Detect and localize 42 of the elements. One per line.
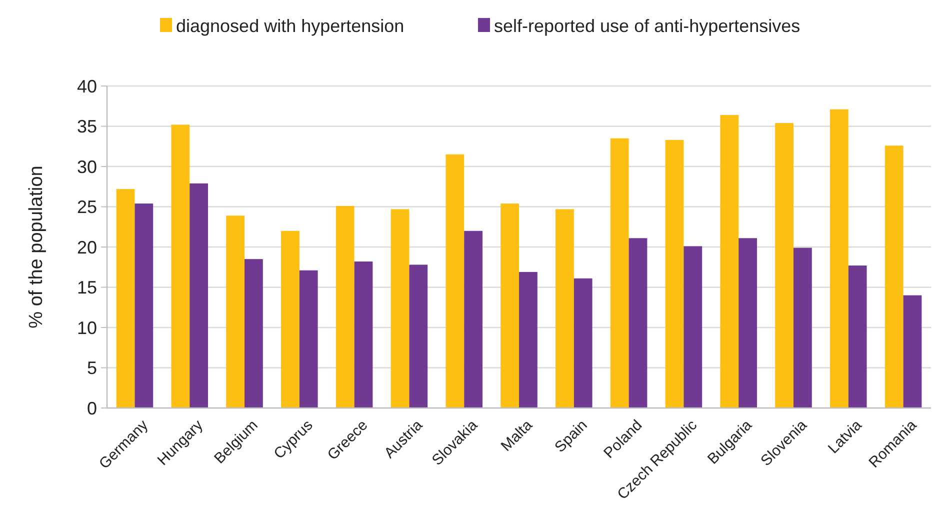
bar xyxy=(500,204,519,408)
y-tick-label: 15 xyxy=(76,278,97,298)
bar xyxy=(720,114,739,408)
bar xyxy=(354,261,373,408)
y-axis-title: % of the population xyxy=(26,166,47,328)
bar xyxy=(190,183,208,408)
y-tick-label: 30 xyxy=(76,156,97,177)
y-tick-label: 5 xyxy=(86,358,97,378)
y-tick-label: 0 xyxy=(86,398,97,418)
bar xyxy=(390,209,410,408)
bar xyxy=(464,230,482,408)
bar xyxy=(775,123,794,408)
bar xyxy=(519,272,538,408)
bar xyxy=(171,124,190,408)
bar xyxy=(299,270,318,408)
bar xyxy=(281,230,300,408)
bar xyxy=(134,204,154,408)
bar xyxy=(446,154,464,408)
y-tick-label: 40 xyxy=(76,76,97,96)
legend-label: self-reported use of anti-hypertensives xyxy=(494,16,800,36)
bar xyxy=(409,264,428,408)
bar xyxy=(610,138,629,408)
bar xyxy=(848,266,867,408)
bar xyxy=(556,209,574,408)
bar xyxy=(226,216,245,408)
bar xyxy=(884,146,904,408)
bar xyxy=(628,238,648,408)
bar xyxy=(793,248,812,408)
y-tick-label: 20 xyxy=(76,237,97,258)
y-tick-label: 25 xyxy=(76,197,97,218)
bar xyxy=(116,189,135,408)
bar xyxy=(244,259,263,408)
bar xyxy=(903,295,922,408)
y-tick-label: 10 xyxy=(76,318,97,338)
bar xyxy=(830,109,848,408)
bar xyxy=(574,278,592,408)
legend-label: diagnosed with hypertension xyxy=(176,16,404,36)
bar xyxy=(665,140,684,408)
y-tick-label: 35 xyxy=(76,116,97,137)
bar xyxy=(684,246,702,408)
bar xyxy=(738,238,757,408)
bar xyxy=(336,206,354,408)
